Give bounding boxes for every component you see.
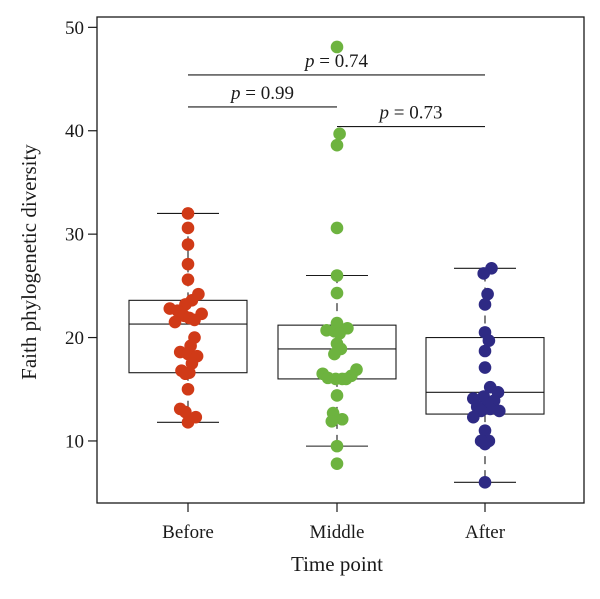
p-symbol: p — [229, 83, 241, 104]
data-point — [330, 138, 344, 152]
y-tick-label: 40 — [65, 121, 84, 142]
p-value: 0.74 — [335, 51, 369, 72]
data-point — [339, 372, 353, 386]
p-value: 0.73 — [409, 103, 442, 124]
data-point — [328, 347, 341, 361]
y-tick-label: 50 — [65, 18, 84, 39]
x-tick-label-middle: Middle — [310, 522, 365, 543]
data-point — [330, 269, 344, 282]
data-point — [179, 367, 192, 381]
data-point — [478, 424, 492, 437]
data-point — [477, 267, 491, 280]
plot-frame — [96, 16, 585, 504]
data-point — [330, 439, 344, 453]
data-point — [478, 437, 492, 451]
data-point — [333, 327, 346, 340]
comparison-label-before-after: p = 0.74 — [303, 51, 368, 72]
data-point — [330, 286, 344, 300]
x-tick-label-before: Before — [162, 522, 214, 543]
data-point — [330, 389, 344, 402]
points-middle — [316, 40, 363, 471]
p-equals: = — [241, 83, 261, 104]
p-equals: = — [389, 103, 409, 124]
y-axis-title: Faith phylogenetic diversity — [17, 144, 41, 380]
x-axis-title: Time point — [291, 552, 383, 576]
data-point — [481, 287, 494, 301]
data-point — [330, 40, 344, 54]
p-symbol: p — [378, 103, 390, 124]
data-point — [478, 361, 492, 374]
data-point — [168, 315, 182, 329]
data-point — [467, 410, 480, 424]
p-value: 0.99 — [261, 83, 294, 104]
points-layer — [163, 40, 506, 489]
comparisons-layer: p = 0.74p = 0.99p = 0.73 — [188, 51, 485, 128]
p-symbol: p — [303, 51, 315, 72]
data-point — [493, 404, 506, 418]
data-point — [179, 405, 192, 419]
data-point — [181, 207, 195, 220]
data-point — [333, 127, 346, 141]
data-point — [181, 238, 195, 251]
comparison-label-before-middle: p = 0.99 — [229, 83, 294, 104]
data-point — [181, 416, 195, 429]
data-point — [325, 415, 339, 428]
y-tick-label: 10 — [65, 431, 84, 452]
data-point — [181, 221, 195, 235]
data-point — [335, 412, 349, 426]
y-tick-label: 20 — [65, 328, 84, 349]
data-point — [181, 382, 195, 396]
p-equals: = — [315, 51, 335, 72]
y-tick-label: 30 — [65, 225, 84, 246]
data-point — [478, 476, 492, 489]
comparison-label-middle-after: p = 0.73 — [378, 103, 443, 124]
y-axis: 10 20 30 40 50 — [65, 18, 97, 452]
data-point — [330, 221, 344, 235]
x-tick-label-after: After — [465, 522, 506, 543]
data-point — [181, 273, 195, 286]
data-point — [478, 298, 492, 311]
points-before — [163, 207, 208, 429]
data-point — [478, 344, 492, 358]
data-point — [330, 457, 344, 471]
points-after — [467, 261, 506, 489]
x-axis: Before Middle After — [162, 503, 506, 543]
data-point — [181, 257, 195, 271]
data-point — [188, 313, 201, 327]
data-point — [482, 334, 496, 347]
